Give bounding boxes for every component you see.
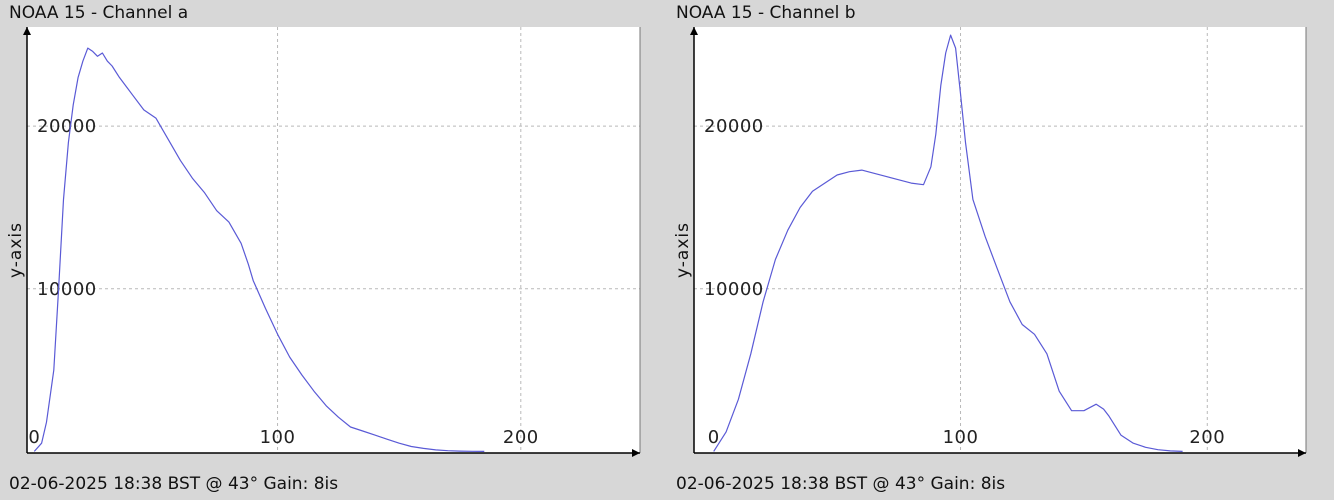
plot-area: [694, 27, 1306, 453]
y-axis-arrow: [690, 27, 698, 35]
chart-title: NOAA 15 - Channel b: [676, 3, 856, 23]
chart-footer: 02-06-2025 18:38 BST @ 43° Gain: 8is: [9, 474, 339, 494]
y-axis-label: y-axis: [6, 222, 26, 278]
y-axis-arrow: [23, 27, 31, 35]
chart-panel-channel-a: NOAA 15 - Channel a 0 100 200 10000 20000 y-a…: [6, 3, 641, 494]
x-axis-arrow: [632, 449, 640, 457]
chart-plot-channel-a: 0 100 200 10000 20000 y-axis: [6, 27, 641, 457]
x-tick-label: 100: [943, 427, 979, 448]
plot-area: [27, 27, 640, 453]
x-tick-label: 100: [260, 427, 296, 448]
x-axis-arrow: [1298, 449, 1306, 457]
y-axis-label: y-axis: [673, 222, 693, 278]
x-tick-label: 0: [28, 427, 40, 448]
chart-title: NOAA 15 - Channel a: [9, 3, 189, 23]
y-tick-label: 20000: [37, 116, 97, 137]
chart-plot-channel-b: 0 100 200 10000 20000 y-axis: [673, 27, 1307, 457]
y-tick-label: 20000: [704, 116, 764, 137]
chart-panel-channel-b: NOAA 15 - Channel b 0 100 200 10000 20000 y-a…: [667, 0, 1334, 500]
series-line: [33, 47, 485, 452]
x-tick-label: 0: [708, 427, 720, 448]
x-tick-label: 200: [503, 427, 539, 448]
y-tick-label: 10000: [37, 279, 97, 300]
chart-footer: 02-06-2025 18:38 BST @ 43° Gain: 8is: [676, 474, 1006, 494]
x-tick-label: 200: [1189, 427, 1225, 448]
y-tick-label: 10000: [704, 279, 764, 300]
series-line: [713, 34, 1183, 452]
